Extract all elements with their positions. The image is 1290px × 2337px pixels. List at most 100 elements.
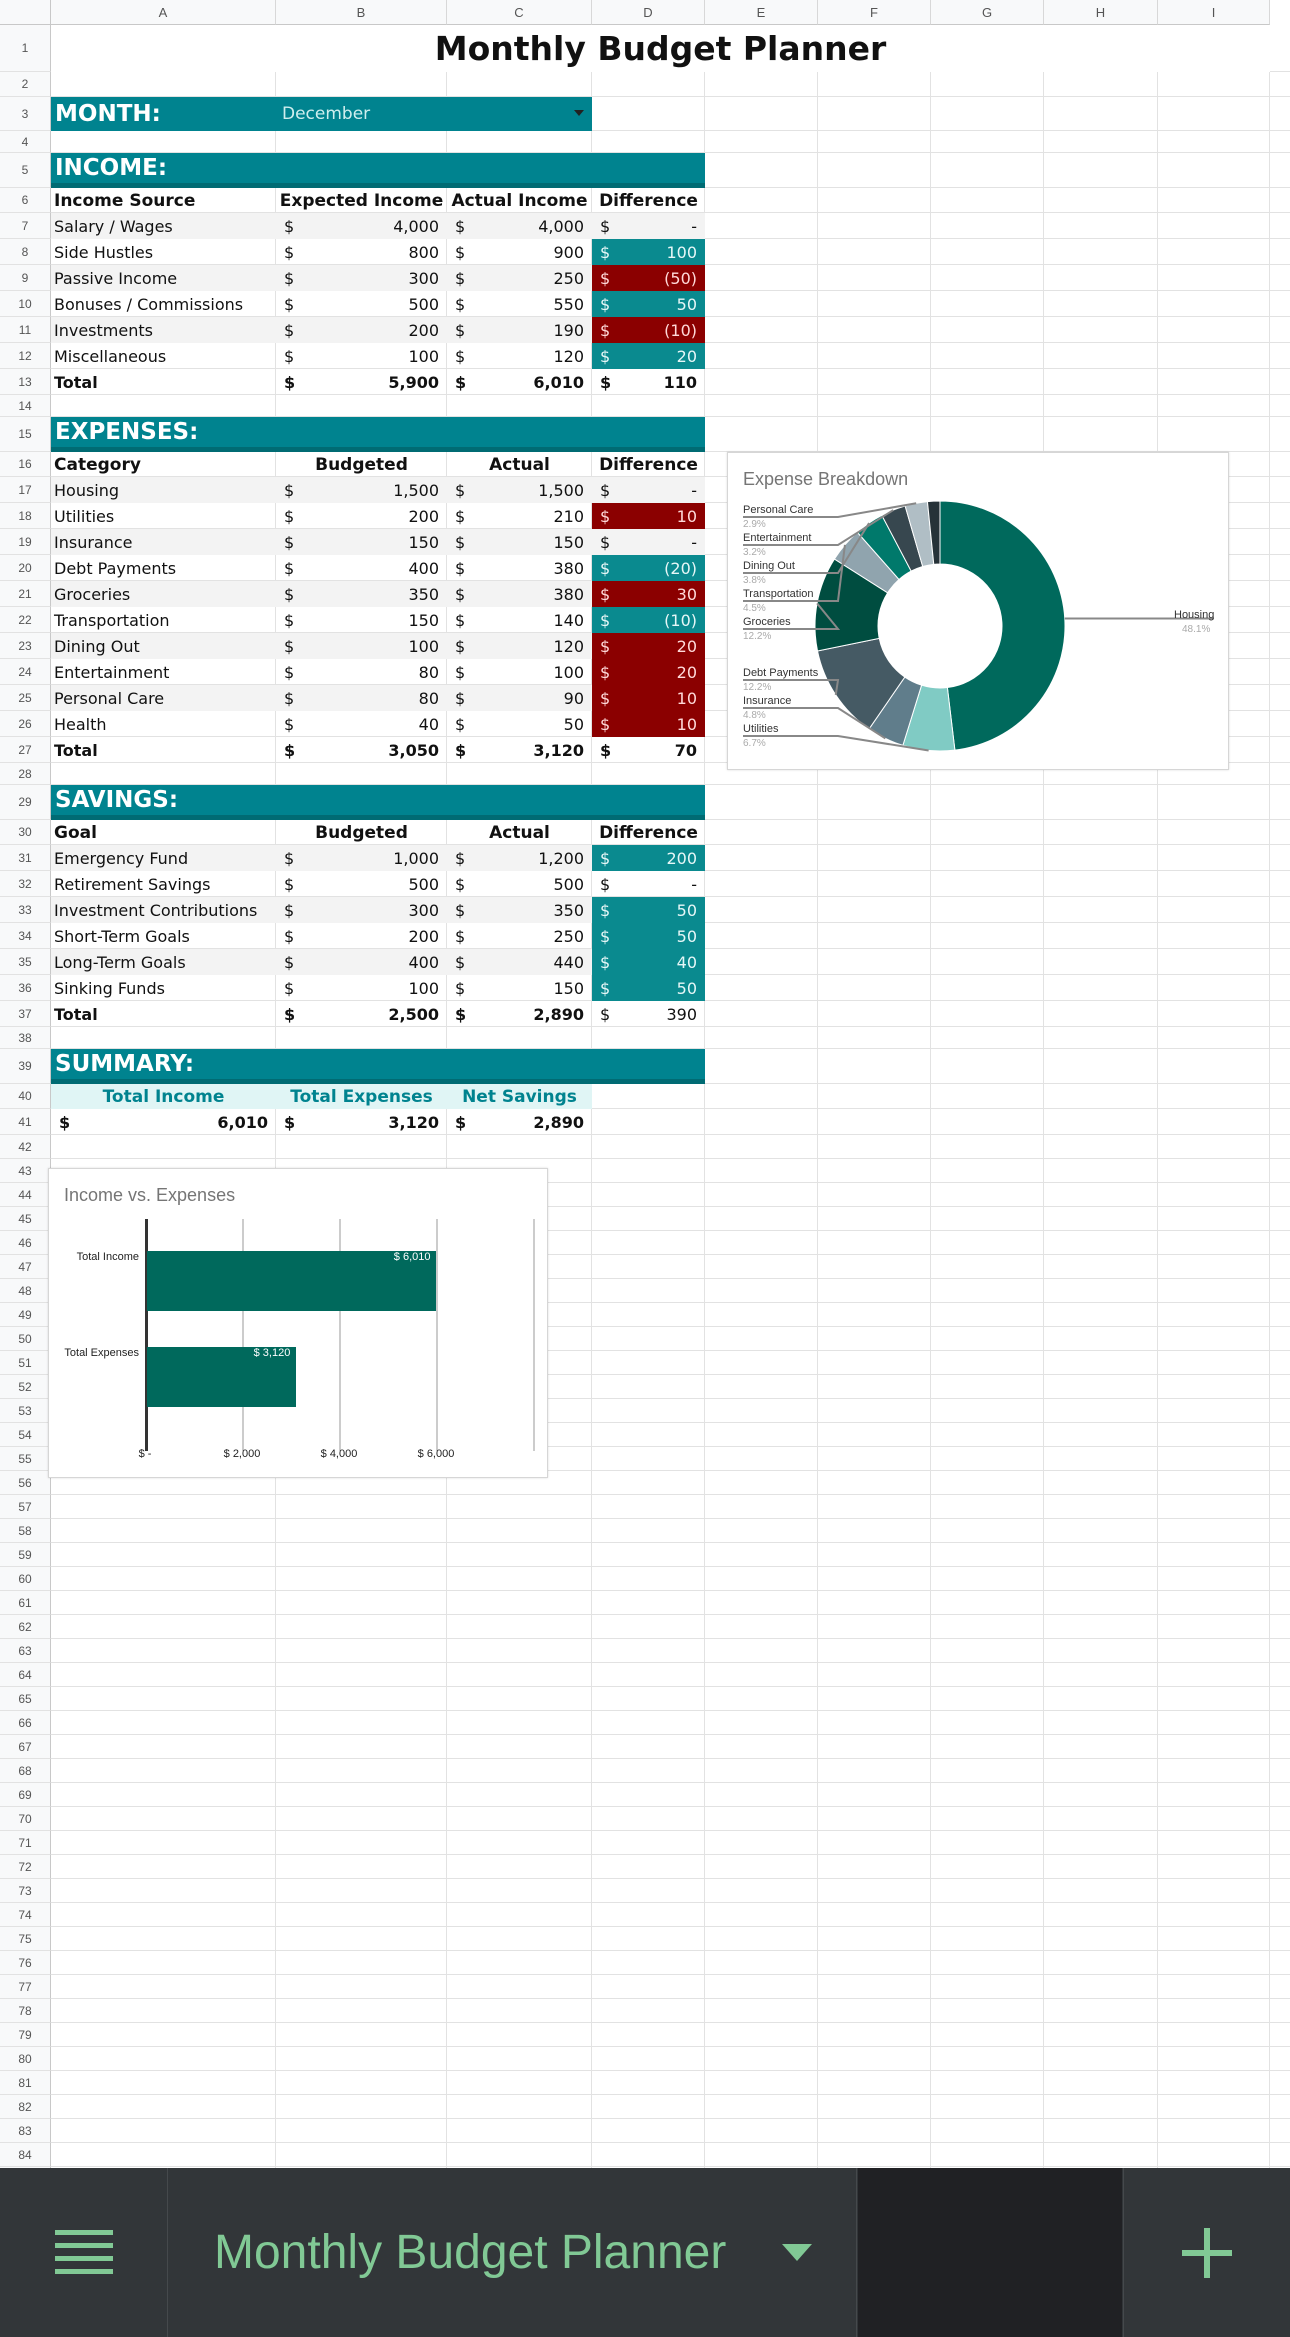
expenses-actual-cell[interactable]: $120 bbox=[447, 633, 592, 659]
row-header[interactable]: 70 bbox=[0, 1807, 51, 1831]
savings-row-label[interactable]: Short-Term Goals bbox=[54, 926, 190, 946]
row-header[interactable]: 4 bbox=[0, 131, 51, 153]
income-budget-cell[interactable]: $800 bbox=[276, 239, 447, 265]
savings-row-label[interactable]: Investment Contributions bbox=[51, 897, 276, 923]
expenses-difference-cell[interactable]: $30 bbox=[592, 581, 705, 607]
row-header[interactable]: 47 bbox=[0, 1255, 51, 1279]
row-header[interactable]: 75 bbox=[0, 1927, 51, 1951]
row-header[interactable]: 42 bbox=[0, 1135, 51, 1159]
row-header[interactable]: 30 bbox=[0, 820, 51, 845]
caret-down-icon[interactable] bbox=[782, 2244, 812, 2262]
donut-slice[interactable] bbox=[939, 500, 1066, 751]
savings-actual-cell[interactable]: $500 bbox=[447, 871, 592, 897]
expenses-row-label[interactable]: Transportation bbox=[54, 610, 170, 630]
savings-total-label[interactable]: Total bbox=[54, 1004, 98, 1024]
add-sheet-button[interactable] bbox=[1123, 2168, 1290, 2337]
row-header[interactable]: 58 bbox=[0, 1519, 51, 1543]
row-header[interactable]: 14 bbox=[0, 395, 51, 417]
column-header[interactable]: B bbox=[276, 0, 447, 25]
row-header[interactable]: 68 bbox=[0, 1759, 51, 1783]
income-budget-cell[interactable]: $200 bbox=[276, 317, 447, 343]
expenses-actual-cell[interactable]: $150 bbox=[447, 529, 592, 555]
row-header[interactable]: 29 bbox=[0, 785, 51, 820]
column-header[interactable]: E bbox=[705, 0, 818, 25]
income-actual-cell[interactable]: $190 bbox=[447, 317, 592, 343]
column-header[interactable]: A bbox=[51, 0, 276, 25]
expenses-row-label[interactable]: Personal Care bbox=[51, 685, 276, 711]
expenses-actual-cell[interactable]: $140 bbox=[447, 607, 592, 633]
row-header[interactable]: 48 bbox=[0, 1279, 51, 1303]
column-header[interactable]: D bbox=[592, 0, 705, 25]
row-header[interactable]: 39 bbox=[0, 1049, 51, 1084]
income-total-difference[interactable]: $110 bbox=[592, 369, 705, 395]
row-header[interactable]: 67 bbox=[0, 1735, 51, 1759]
column-header[interactable]: H bbox=[1044, 0, 1158, 25]
savings-actual-cell[interactable]: $250 bbox=[447, 923, 592, 949]
row-header[interactable]: 10 bbox=[0, 291, 51, 317]
row-header[interactable]: 82 bbox=[0, 2095, 51, 2119]
row-header[interactable]: 11 bbox=[0, 317, 51, 343]
row-header[interactable]: 55 bbox=[0, 1447, 51, 1471]
row-header[interactable]: 53 bbox=[0, 1399, 51, 1423]
row-header[interactable]: 80 bbox=[0, 2047, 51, 2071]
row-header[interactable]: 21 bbox=[0, 581, 51, 607]
savings-total-difference[interactable]: $390 bbox=[592, 1001, 705, 1027]
income-actual-cell[interactable]: $4,000 bbox=[447, 213, 592, 239]
expenses-total-difference[interactable]: $70 bbox=[592, 737, 705, 763]
row-header[interactable]: 73 bbox=[0, 1879, 51, 1903]
bar[interactable]: $ 3,120 bbox=[147, 1347, 297, 1407]
row-header[interactable]: 34 bbox=[0, 923, 51, 949]
row-header[interactable]: 79 bbox=[0, 2023, 51, 2047]
income-difference-cell[interactable]: $20 bbox=[592, 343, 705, 369]
row-header[interactable]: 8 bbox=[0, 239, 51, 265]
row-header[interactable]: 32 bbox=[0, 871, 51, 897]
expenses-actual-cell[interactable]: $1,500 bbox=[447, 477, 592, 503]
income-row-label[interactable]: Salary / Wages bbox=[51, 213, 276, 239]
row-header[interactable]: 84 bbox=[0, 2143, 51, 2167]
row-header[interactable]: 2 bbox=[0, 72, 51, 97]
income-budget-cell[interactable]: $300 bbox=[276, 265, 447, 291]
expenses-difference-cell[interactable]: $ - bbox=[592, 477, 705, 503]
income-total-budget[interactable]: $5,900 bbox=[276, 369, 447, 395]
expenses-actual-cell[interactable]: $90 bbox=[447, 685, 592, 711]
row-header[interactable]: 74 bbox=[0, 1903, 51, 1927]
row-header[interactable]: 49 bbox=[0, 1303, 51, 1327]
expenses-budget-cell[interactable]: $80 bbox=[276, 659, 447, 685]
savings-difference-cell[interactable]: $200 bbox=[592, 845, 705, 871]
expenses-actual-cell[interactable]: $210 bbox=[447, 503, 592, 529]
expenses-actual-cell[interactable]: $100 bbox=[447, 659, 592, 685]
row-header[interactable]: 63 bbox=[0, 1639, 51, 1663]
row-header[interactable]: 23 bbox=[0, 633, 51, 659]
expenses-budget-cell[interactable]: $350 bbox=[276, 581, 447, 607]
column-header[interactable]: F bbox=[818, 0, 931, 25]
row-header[interactable]: 5 bbox=[0, 153, 51, 188]
savings-budget-cell[interactable]: $300 bbox=[276, 897, 447, 923]
income-budget-cell[interactable]: $500 bbox=[276, 291, 447, 317]
row-header[interactable]: 81 bbox=[0, 2071, 51, 2095]
row-header[interactable]: 52 bbox=[0, 1375, 51, 1399]
row-header[interactable]: 56 bbox=[0, 1471, 51, 1495]
expenses-difference-cell[interactable]: $ (20) bbox=[592, 555, 705, 581]
row-header[interactable]: 19 bbox=[0, 529, 51, 555]
row-header[interactable]: 26 bbox=[0, 711, 51, 737]
savings-row-label[interactable]: Long-Term Goals bbox=[51, 949, 276, 975]
expenses-row-label[interactable]: Debt Payments bbox=[54, 558, 177, 578]
income-row-label[interactable]: Side Hustles bbox=[54, 242, 154, 262]
row-header[interactable]: 24 bbox=[0, 659, 51, 685]
row-header[interactable]: 27 bbox=[0, 737, 51, 763]
dropdown-arrow-icon[interactable] bbox=[574, 110, 584, 116]
expenses-difference-cell[interactable]: $ - bbox=[592, 529, 705, 555]
row-header[interactable]: 72 bbox=[0, 1855, 51, 1879]
select-all-corner[interactable] bbox=[0, 0, 51, 25]
row-header[interactable]: 61 bbox=[0, 1591, 51, 1615]
column-header[interactable]: G bbox=[931, 0, 1044, 25]
income-difference-cell[interactable]: $ - bbox=[592, 213, 705, 239]
expenses-budget-cell[interactable]: $100 bbox=[276, 633, 447, 659]
income-difference-cell[interactable]: $50 bbox=[592, 291, 705, 317]
row-header[interactable]: 83 bbox=[0, 2119, 51, 2143]
income-row-label[interactable]: Investments bbox=[51, 317, 276, 343]
spreadsheet-grid[interactable]: A B C D E F G H I 1 2 3 4 5 6 7 8 9 10 11 12 13 14 15 16 17 18 19 20… bbox=[0, 0, 1290, 2168]
income-difference-cell[interactable]: $ (50) bbox=[592, 265, 705, 291]
summary-value[interactable]: $6,010 bbox=[51, 1109, 276, 1135]
savings-actual-cell[interactable]: $150 bbox=[447, 975, 592, 1001]
